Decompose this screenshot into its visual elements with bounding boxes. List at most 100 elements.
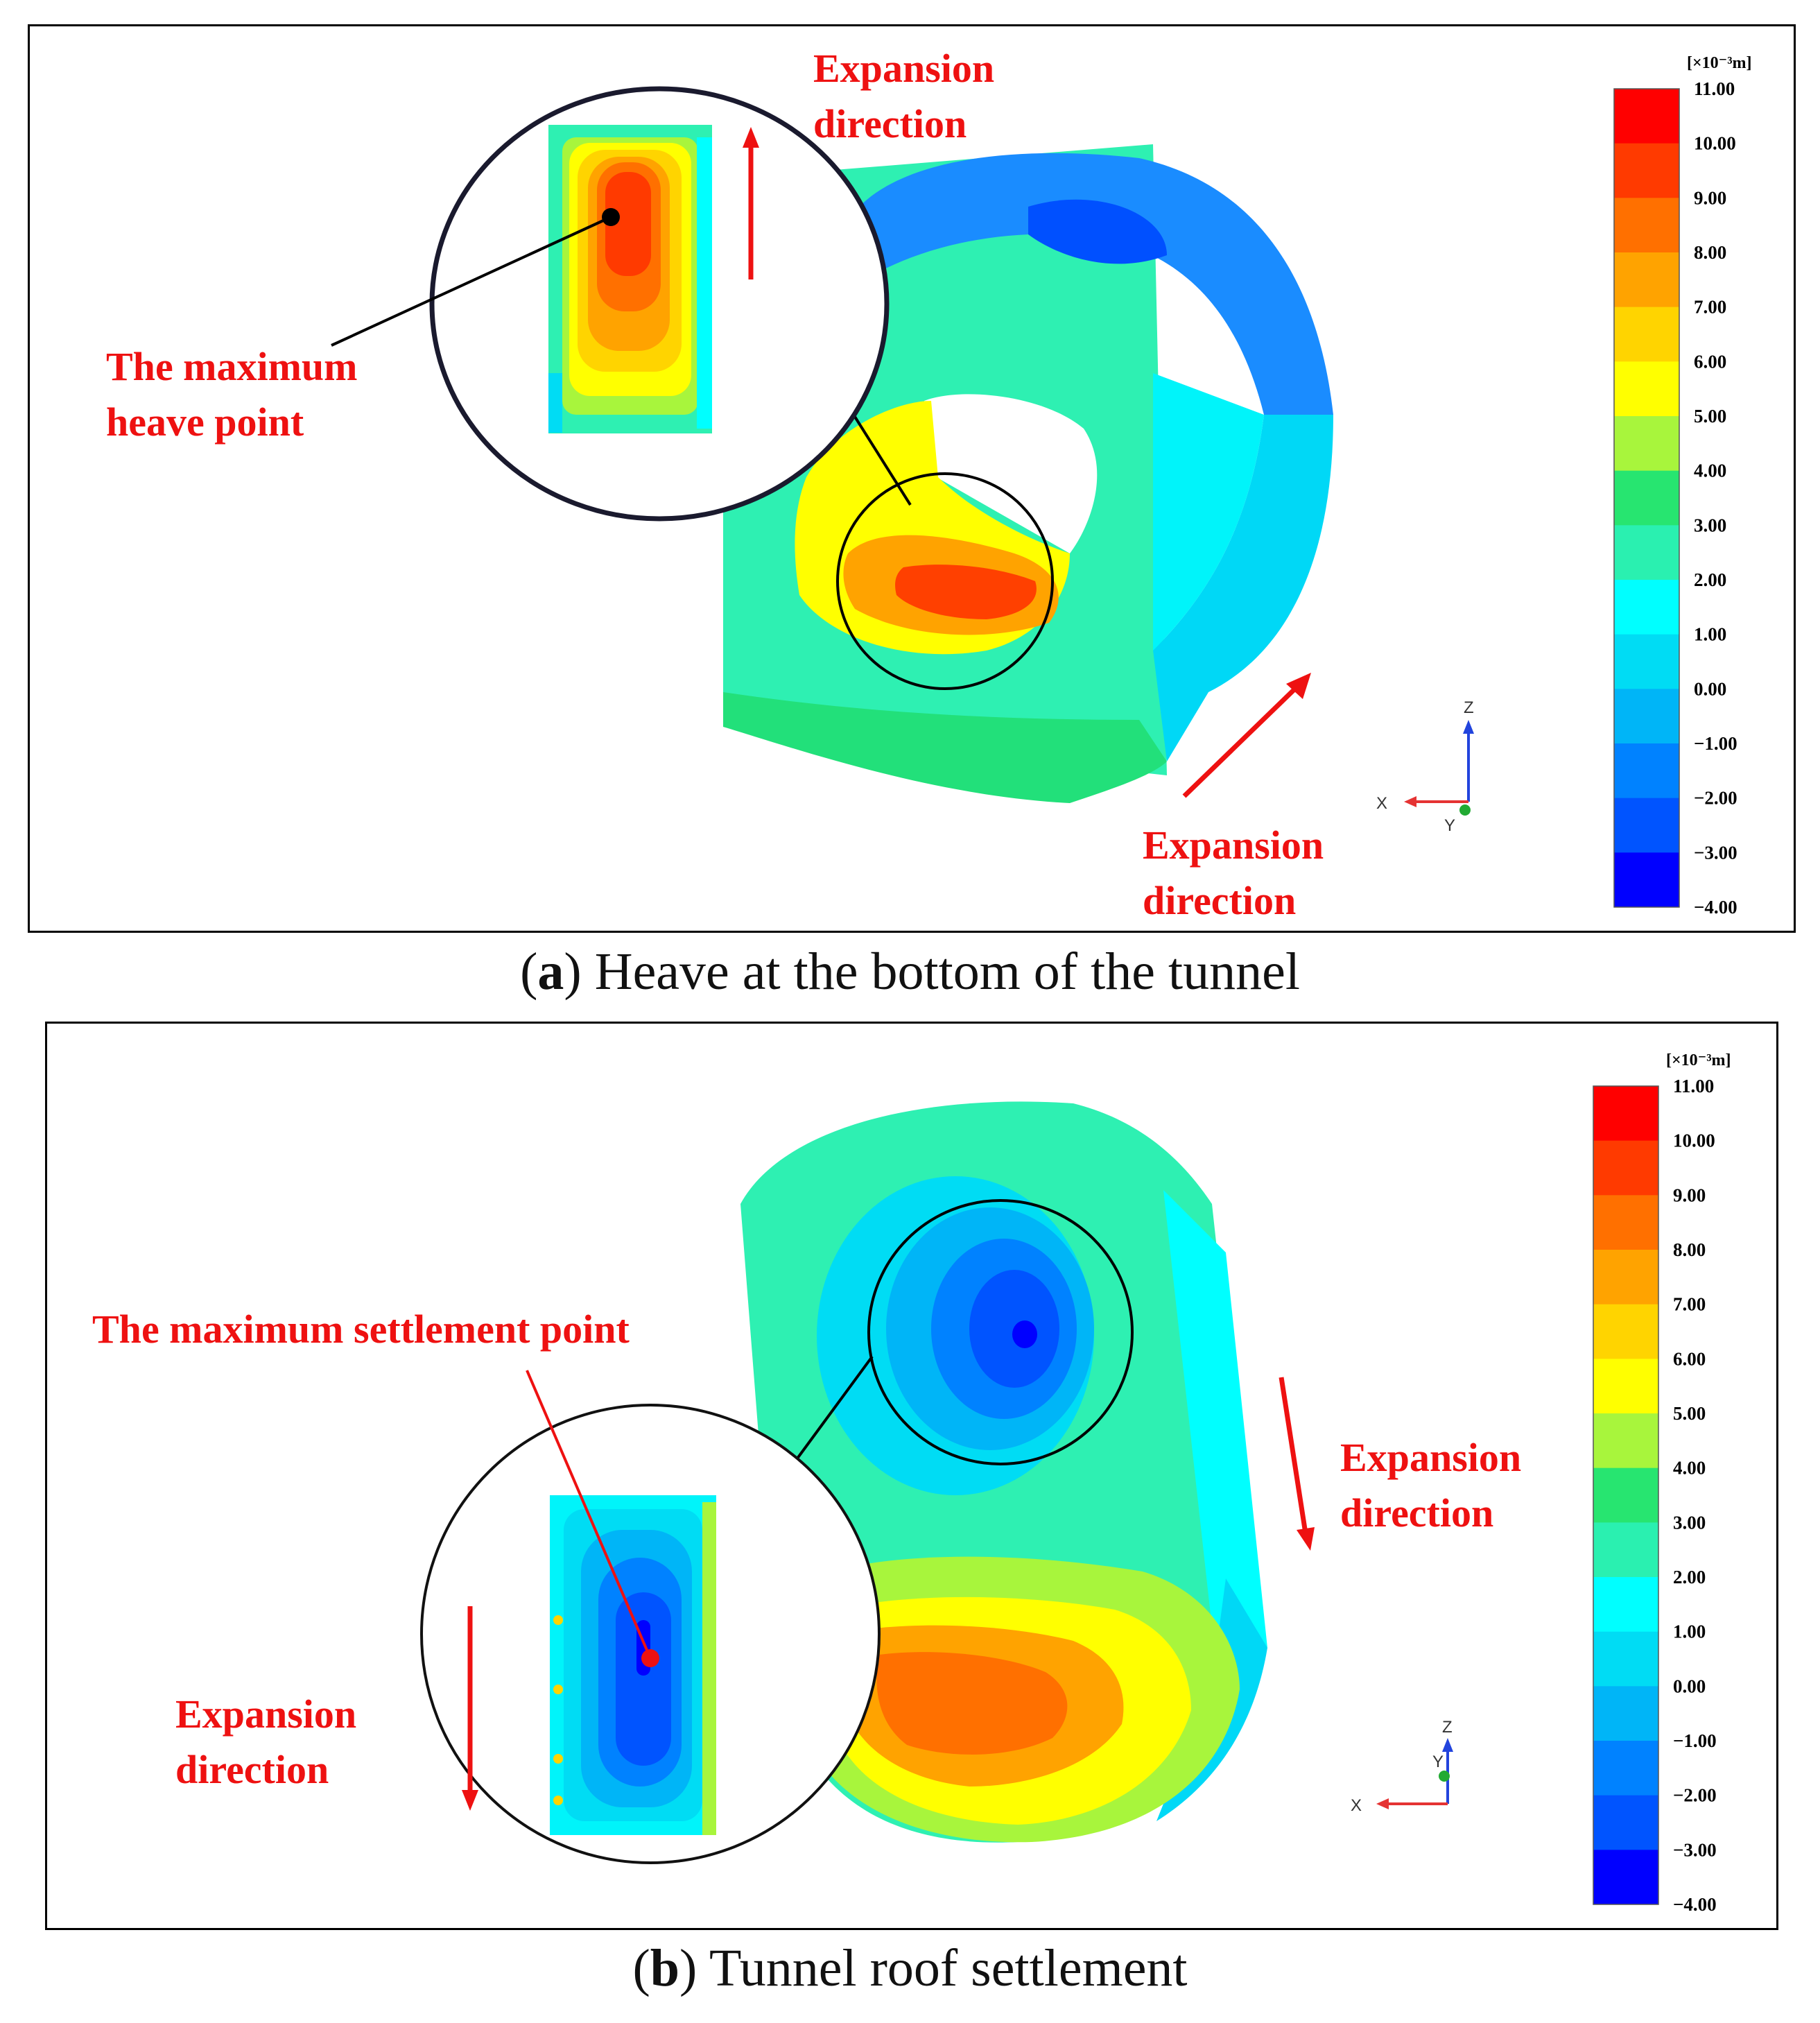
colorbar-swatch	[1593, 1686, 1658, 1741]
colorbar-tick-label: 10.00	[1673, 1130, 1715, 1151]
tunnel-heave-zone-red-a	[895, 565, 1037, 619]
detail-circle-a	[836, 472, 1054, 690]
colorbar-tick-label: −1.00	[1673, 1730, 1717, 1751]
colorbar-swatch	[1614, 580, 1679, 635]
colorbar-swatches-b	[1593, 1085, 1659, 1905]
label-expansion-right-1: Expansion	[1340, 1435, 1521, 1480]
tunnel-hole-a	[924, 394, 1098, 553]
colorbar-swatch	[1593, 1522, 1658, 1578]
colorbar-swatch	[1614, 361, 1679, 417]
colorbar-tick-label: −3.00	[1694, 842, 1737, 863]
tunnel-bottom-band-a	[723, 692, 1167, 803]
colorbar-swatch	[1614, 525, 1679, 580]
axis-x-label-a: X	[1376, 794, 1387, 813]
colorbar-swatch	[1593, 1741, 1658, 1796]
colorbar-tick-label: 3.00	[1673, 1512, 1706, 1533]
max-settlement-leader-b	[526, 1370, 652, 1659]
colorbar-swatches-a	[1613, 88, 1680, 908]
caption-a: (a) Heave at the bottom of the tunnel	[520, 942, 1300, 1001]
tunnel-ring-right-a	[1153, 415, 1333, 761]
colorbar-swatch	[1593, 1304, 1658, 1359]
label-expansion-inset-2: direction	[175, 1747, 329, 1792]
colorbar-border	[1613, 88, 1680, 908]
colorbar-ticks-a: 11.00 10.00 9.00 8.00 7.00 6.00 5.00 4.00 3.00 2.…	[1694, 78, 1737, 918]
colorbar-swatch	[1614, 634, 1679, 689]
colorbar-swatch	[1593, 1086, 1658, 1142]
colorbar-swatch	[1614, 143, 1679, 198]
caption-b: (b) Tunnel roof settlement	[632, 1939, 1188, 1997]
colorbar-b: [×10⁻³m] 11.00 10.00 9.00 8.00 7.00 6.00 5.00 4…	[1593, 1051, 1731, 1915]
colorbar-swatch	[1614, 689, 1679, 744]
axis-z-label-b: Z	[1442, 1718, 1453, 1737]
colorbar-swatch	[1593, 1577, 1658, 1633]
colorbar-tick-label: −2.00	[1673, 1785, 1717, 1806]
label-max-heave-2: heave point	[106, 399, 304, 445]
max-heave-leader-a	[331, 216, 612, 347]
colorbar-tick-label: 4.00	[1673, 1458, 1706, 1479]
colorbar-unit-a: [×10⁻³m]	[1687, 54, 1752, 72]
colorbar-tick-label: −4.00	[1694, 897, 1737, 918]
axis-triad-b: Z X Y	[1351, 1718, 1453, 1815]
colorbar-tick-label: 8.00	[1673, 1239, 1706, 1260]
expansion-arrow-right-b	[1279, 1377, 1315, 1551]
colorbar-tick-label: 9.00	[1673, 1185, 1706, 1205]
tunnel-right-cyan-b	[1163, 1190, 1267, 1689]
caption-a-text: Heave at the bottom of the tunnel	[594, 942, 1300, 1001]
expansion-arrow-bottom-a	[1182, 673, 1311, 798]
colorbar-swatch	[1593, 1195, 1658, 1250]
colorbar-tick-label: 0.00	[1694, 678, 1726, 699]
colorbar-tick-label: −1.00	[1694, 733, 1737, 754]
label-expansion-top-2: direction	[813, 101, 967, 146]
colorbar-swatch	[1593, 1467, 1658, 1523]
label-expansion-bottom-1: Expansion	[1143, 823, 1324, 868]
colorbar-swatch	[1593, 1850, 1658, 1905]
colorbar-swatch	[1614, 798, 1679, 853]
colorbar-tick-label: 7.00	[1673, 1294, 1706, 1315]
colorbar-tick-label: −4.00	[1673, 1894, 1717, 1915]
panel-a: Expansion direction The maximum heave po…	[28, 24, 1796, 933]
colorbar-swatch	[1593, 1795, 1658, 1850]
expansion-arrow-inset-b	[462, 1606, 478, 1811]
colorbar-swatch	[1614, 416, 1679, 472]
zoom-inset-b	[550, 1495, 716, 1835]
colorbar-tick-label: 11.00	[1673, 1076, 1714, 1096]
label-max-settlement: The maximum settlement point	[92, 1307, 630, 1352]
colorbar-tick-label: 4.00	[1694, 460, 1726, 481]
colorbar-tick-label: 5.00	[1694, 406, 1726, 427]
colorbar-swatch	[1593, 1631, 1658, 1687]
tunnel-ring-right-light-a	[1153, 373, 1264, 651]
colorbar-unit-b: [×10⁻³m]	[1666, 1051, 1731, 1069]
axis-x-label-b: X	[1351, 1796, 1362, 1815]
colorbar-tick-label: 0.00	[1673, 1676, 1706, 1696]
colorbar-swatch	[1614, 743, 1679, 799]
colorbar-border	[1593, 1085, 1659, 1905]
expansion-arrow-top-a	[743, 127, 759, 279]
tunnel-ring-top-a	[848, 153, 1333, 415]
connector-line-a	[850, 410, 912, 506]
colorbar-swatch	[1614, 252, 1679, 308]
tunnel-upper-opening-5-b	[1012, 1320, 1037, 1348]
colorbar-swatch	[1614, 89, 1679, 144]
colorbar-tick-label: 11.00	[1694, 78, 1735, 99]
colorbar-tick-label: 1.00	[1673, 1621, 1706, 1642]
colorbar-swatch	[1614, 198, 1679, 253]
axis-z-label-a: Z	[1464, 698, 1474, 717]
colorbar-tick-label: 3.00	[1694, 515, 1726, 535]
colorbar-swatch	[1614, 852, 1679, 908]
colorbar-tick-label: 6.00	[1694, 351, 1726, 372]
colorbar-tick-label: −3.00	[1673, 1839, 1717, 1860]
caption-b-letter: b	[650, 1939, 680, 1997]
colorbar-a: [×10⁻³m] 11.00 10.00 9.00 8.00 7.00 6.00 5.00 4…	[1613, 54, 1752, 918]
colorbar-ticks-b: 11.00 10.00 9.00 8.00 7.00 6.00 5.00 4.00 3.00 2.…	[1673, 1076, 1717, 1915]
label-max-heave-1: The maximum	[106, 344, 358, 389]
colorbar-tick-label: 5.00	[1673, 1403, 1706, 1424]
colorbar-tick-label: 8.00	[1694, 242, 1726, 263]
colorbar-tick-label: 9.00	[1694, 187, 1726, 208]
label-expansion-bottom-2: direction	[1143, 878, 1296, 923]
colorbar-swatch	[1593, 1140, 1658, 1196]
colorbar-tick-label: 2.00	[1673, 1567, 1706, 1587]
colorbar-tick-label: 1.00	[1694, 624, 1726, 645]
colorbar-tick-label: 10.00	[1694, 133, 1736, 154]
colorbar-swatch	[1593, 1359, 1658, 1414]
axis-y-label-b: Y	[1432, 1753, 1444, 1771]
